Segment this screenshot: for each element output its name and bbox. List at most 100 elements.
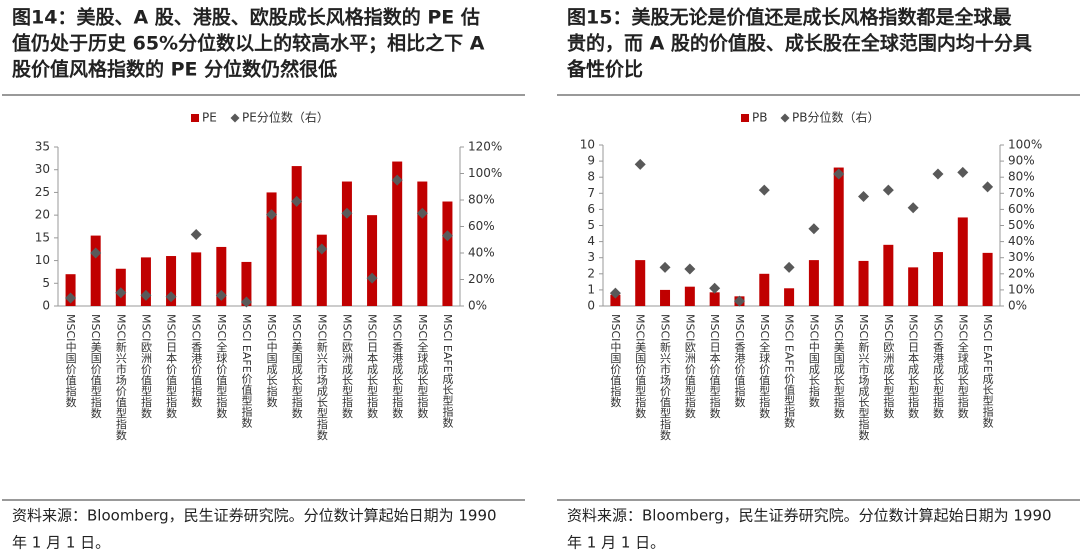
chart-title: 图15：美股无论是价值还是成长风格指数都是全球最 [567,6,1012,29]
x-tick-label: MSCI全球成长型指数 [956,314,969,419]
diamond-marker [316,243,328,255]
legend-swatch [780,113,790,123]
bar [216,246,227,306]
diamond-marker [190,228,202,240]
y2-tick-label: 60% [468,219,495,233]
diamond-marker [391,174,403,186]
x-tick-label: MSCI中国价值指数 [64,314,77,408]
x-tick-label: MSCI香港价值指数 [733,314,746,408]
bar [291,166,302,306]
diamond-marker [266,209,278,221]
y2-tick-label: 0% [1008,299,1027,313]
bar [908,267,919,306]
y2-tick-label: 30% [1008,250,1035,264]
y-tick-label: 4 [587,234,595,248]
bar [833,167,844,306]
y-tick-label: 10 [580,138,595,152]
diamond-marker [957,166,969,178]
y2-tick-label: 80% [468,193,495,207]
x-tick-label: MSCI EAFE价值型指数 [240,314,253,428]
y-tick-label: 9 [587,154,595,168]
y2-tick-label: 120% [468,140,502,154]
x-tick-label: MSCI欧洲价值型指数 [683,314,696,419]
bar [140,257,151,306]
y-tick-label: 25 [35,185,50,199]
x-tick-label: MSCI日本成长型指数 [366,314,379,419]
bar [417,181,428,306]
bar [684,286,695,306]
y2-tick-label: 60% [1008,202,1035,216]
x-tick-label: MSCI香港成长型指数 [931,314,944,419]
bar [65,274,76,306]
y-tick-label: 0 [42,299,50,313]
bar [660,289,671,306]
chart-title: 值仍处于历史 65%分位数以上的较高水平；相比之下 A [12,32,485,55]
y-tick-label: 5 [42,276,50,290]
y2-tick-label: 70% [1008,186,1035,200]
chart-title: 贵的，而 A 股的价值股、成长股在全球范围内均十分具 [567,32,1032,55]
diamond-marker [90,247,102,259]
y-tick-label: 5 [587,218,595,232]
y-tick-label: 35 [35,140,50,154]
x-tick-label: MSCI美国价值型指数 [89,314,102,419]
diamond-marker [416,207,428,219]
x-tick-label: MSCI中国价值指数 [609,314,622,408]
y2-tick-label: 80% [1008,170,1035,184]
x-tick-label: MSCI新兴市场成长型指数 [315,314,328,441]
x-tick-label: MSCI EAFE成长型指数 [441,314,454,428]
y-tick-label: 7 [587,186,595,200]
bar [341,181,352,306]
bar [858,260,869,306]
diamond-marker [140,289,152,301]
x-tick-label: MSCI日本成长型指数 [907,314,920,419]
diamond-marker [982,181,994,193]
source-note: 资料来源：Bloomberg，民生证券研究院。分位数计算起始日期为 1990 [567,507,1052,525]
y-tick-label: 30 [35,162,50,176]
legend-label: PE [202,111,217,125]
diamond-marker [441,230,453,242]
diamond-marker [733,295,745,307]
y2-tick-label: 40% [1008,234,1035,248]
diamond-marker [165,291,177,303]
y2-tick-label: 20% [468,272,495,286]
legend-label: PB分位数（右） [792,110,879,125]
diamond-marker [341,207,353,219]
y-tick-label: 2 [587,266,595,280]
x-tick-label: MSCI美国成长型指数 [832,314,845,419]
diamond-marker [932,168,944,180]
y2-tick-label: 20% [1008,266,1035,280]
diamond-marker [65,292,77,304]
bar [635,260,646,306]
y2-tick-label: 100% [468,166,502,180]
diamond-marker [634,158,646,170]
diamond-marker [215,289,227,301]
y2-tick-label: 40% [468,246,495,260]
x-tick-label: MSCI美国成长型指数 [290,314,303,419]
legend-swatch [230,113,240,123]
diamond-marker [684,263,696,275]
y2-tick-label: 10% [1008,282,1035,296]
diamond-marker [808,223,820,235]
legend-swatch [191,114,199,122]
diamond-marker [783,261,795,273]
x-tick-label: MSCI新兴市场成长型指数 [857,314,870,441]
bar [883,244,894,306]
y-tick-label: 8 [587,170,595,184]
bar [241,261,252,306]
y-tick-label: 6 [587,202,595,216]
bar [982,252,993,306]
chart-title: 图14：美股、A 股、港股、欧股成长风格指数的 PE 估 [12,6,480,29]
bar [166,256,177,306]
diamond-marker [609,287,621,299]
diamond-marker [882,184,894,196]
diamond-marker [907,202,919,214]
legend-label: PE分位数（右） [242,110,329,125]
diamond-marker [858,191,870,203]
x-tick-label: MSCI全球价值型指数 [215,314,228,419]
bar [316,234,327,306]
source-note: 年 1 月 1 日。 [12,534,110,552]
x-tick-label: MSCI欧洲成长型指数 [340,314,353,419]
diamond-marker [366,272,378,284]
x-tick-label: MSCI日本价值型指数 [165,314,178,419]
